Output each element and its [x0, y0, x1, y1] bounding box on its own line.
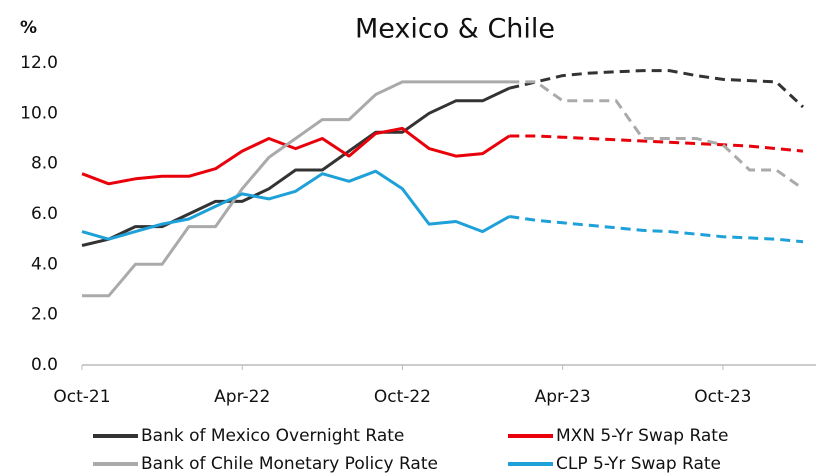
y-tick-label: 0.0 — [31, 355, 58, 375]
x-tick-label: Oct-22 — [374, 387, 431, 407]
y-tick-label: 10.0 — [20, 103, 58, 123]
line — [82, 80, 510, 298]
y-tick-label: 12.0 — [20, 53, 58, 73]
x-tick-label: Apr-22 — [214, 387, 270, 407]
forecast-line — [508, 69, 805, 109]
x-tick-label: Apr-23 — [535, 387, 591, 407]
line — [81, 169, 511, 241]
legend-label: Bank of Mexico Overnight Rate — [141, 426, 404, 446]
line — [81, 126, 511, 186]
y-tick-label: 6.0 — [31, 204, 58, 224]
legend-label: Bank of Chile Monetary Policy Rate — [141, 454, 438, 474]
chart-title: Mexico & Chile — [355, 14, 555, 45]
forecast-line — [509, 134, 804, 153]
x-tick-label: Oct-23 — [694, 387, 751, 407]
legend-label: CLP 5-Yr Swap Rate — [556, 454, 721, 474]
y-axis-label: % — [20, 18, 37, 38]
y-tick-label: 2.0 — [31, 305, 58, 325]
forecast-line — [509, 80, 804, 191]
legend-label: MXN 5-Yr Swap Rate — [556, 426, 728, 446]
y-tick-label: 4.0 — [31, 254, 58, 274]
forecast-line — [509, 215, 804, 244]
y-tick-label: 8.0 — [31, 154, 58, 174]
x-tick-label: Oct-21 — [53, 387, 110, 407]
